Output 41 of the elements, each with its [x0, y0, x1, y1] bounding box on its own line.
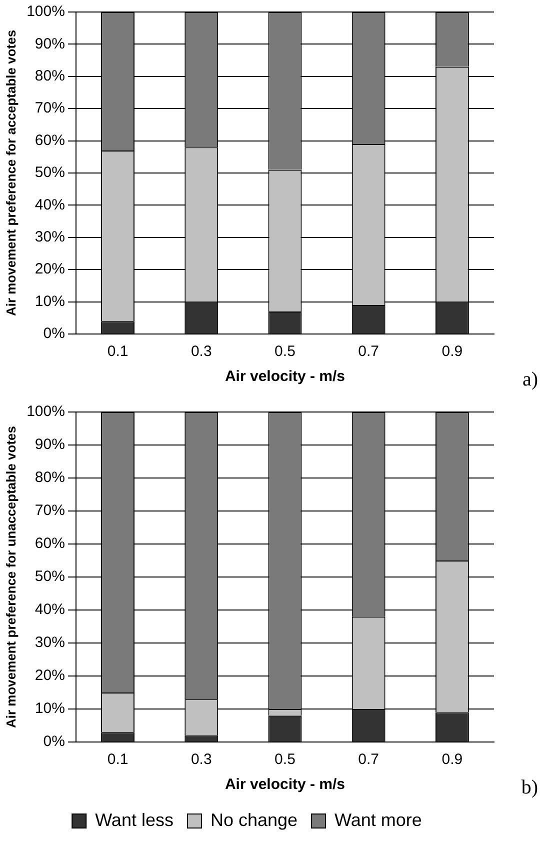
y-tick-label: 60%: [34, 535, 65, 552]
y-tick-label: 70%: [34, 502, 65, 520]
y-axis-title: Air movement preference for acceptable votes: [3, 30, 18, 316]
x-axis-title: Air velocity - m/s: [224, 776, 346, 794]
y-tick-label: 60%: [34, 132, 65, 149]
y-axis-title: Air movement preference for unacceptable votes: [3, 426, 18, 728]
x-tick-label: 0.7: [358, 343, 380, 360]
legend-label: Want more: [334, 810, 422, 830]
x-tick-label: 0.1: [107, 343, 128, 360]
y-tick-label: 70%: [34, 100, 65, 117]
y-tick-label: 20%: [34, 260, 65, 278]
x-tick-label: 0.9: [442, 343, 463, 360]
y-tick-label: 10%: [34, 292, 65, 310]
x-tick-label: 0.3: [190, 751, 212, 768]
text: a): [522, 368, 538, 390]
y-tick-label: 100%: [26, 3, 65, 20]
x-tick-label: 0.7: [358, 751, 380, 768]
legend-label: Want less: [95, 810, 174, 830]
y-tick-label: 90%: [34, 35, 65, 52]
y-tick-label: 100%: [26, 403, 65, 420]
y-tick-label: 20%: [34, 667, 65, 684]
y-tick-label: 0%: [43, 325, 65, 342]
y-tick-label: 90%: [34, 436, 65, 454]
x-tick-label: 0.3: [190, 343, 212, 360]
text: b): [521, 776, 538, 798]
x-tick-label: 0.9: [442, 751, 463, 768]
y-tick-label: 80%: [34, 469, 65, 486]
y-tick-label: 80%: [34, 68, 65, 85]
y-tick-label: 30%: [34, 634, 65, 652]
x-axis-title: Air velocity - m/s: [224, 368, 346, 386]
y-tick-label: 30%: [34, 228, 65, 246]
y-tick-label: 50%: [34, 568, 65, 586]
y-tick-label: 40%: [34, 601, 65, 618]
legend-label: No change: [210, 810, 298, 830]
x-tick-label: 0.5: [274, 751, 296, 768]
y-tick-label: 50%: [34, 164, 65, 182]
y-tick-label: 10%: [34, 700, 65, 718]
x-tick-label: 0.1: [107, 751, 128, 768]
y-tick-label: 0%: [43, 733, 65, 750]
x-tick-label: 0.5: [274, 343, 296, 360]
y-tick-label: 40%: [34, 196, 65, 214]
